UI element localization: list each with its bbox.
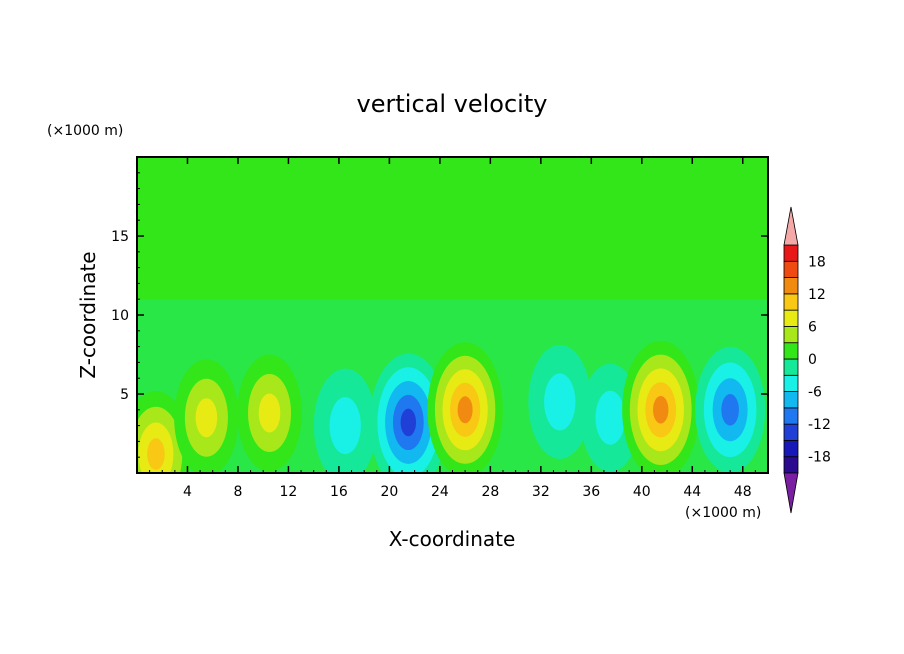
colorbar-box — [783, 277, 799, 295]
y-tick-label: 10 — [111, 308, 129, 324]
velocity-contour — [544, 373, 576, 431]
velocity-cell — [137, 391, 191, 473]
colorbar-tick-label: 6 — [808, 319, 817, 335]
x-tick-label: 36 — [582, 484, 600, 500]
velocity-contour — [329, 397, 361, 455]
colorbar-box — [783, 423, 799, 441]
colorbar-box — [783, 374, 799, 392]
velocity-contour — [457, 396, 473, 424]
colorbar-box — [783, 358, 799, 376]
colorbar-box — [783, 326, 799, 344]
velocity-field — [137, 157, 768, 473]
colorbar-tick-label: 18 — [808, 254, 826, 270]
colorbar-box — [783, 407, 799, 425]
colorbar-box — [783, 244, 799, 262]
colorbar-box — [783, 293, 799, 311]
x-tick-label: 20 — [380, 484, 398, 500]
y-axis-label: Z-coordinate — [76, 251, 100, 378]
y-tick-label: 5 — [120, 387, 129, 403]
velocity-contour — [595, 390, 626, 445]
y-axis-unit: (×1000 m) — [47, 123, 123, 139]
colorbar-box — [783, 456, 799, 474]
velocity-contour — [400, 408, 417, 437]
colorbar-box — [783, 391, 799, 409]
colorbar-tick-label: -18 — [808, 450, 831, 466]
velocity-cell — [695, 346, 766, 473]
velocity-contour — [147, 438, 165, 470]
x-tick-label: 8 — [233, 484, 242, 500]
x-tick-label: 44 — [683, 484, 701, 500]
velocity-cell — [369, 353, 447, 473]
x-tick-label: 24 — [431, 484, 449, 500]
colorbar-tick-label: 12 — [808, 287, 826, 303]
colorbar-box — [783, 309, 799, 327]
x-tick-label: 40 — [633, 484, 651, 500]
velocity-cell — [174, 359, 239, 473]
x-tick-label: 28 — [481, 484, 499, 500]
colorbar: 18 12 6 0 -6 -12 -18 — [783, 206, 831, 514]
velocity-cell — [622, 340, 700, 473]
x-tick-label: 16 — [330, 484, 348, 500]
colorbar-box — [783, 342, 799, 360]
y-tick-label: 15 — [111, 229, 129, 245]
x-axis-unit: (×1000 m) — [685, 505, 761, 521]
colorbar-box — [783, 440, 799, 458]
colorbar-tick-label: -6 — [808, 385, 822, 401]
colorbar-min-arrow — [783, 472, 799, 514]
colorbar-max-arrow — [783, 206, 799, 246]
velocity-contour — [258, 393, 281, 433]
x-tick-label: 12 — [280, 484, 298, 500]
colorbar-tick-label: 0 — [808, 352, 817, 368]
chart-title: vertical velocity — [357, 90, 548, 118]
velocity-cell — [313, 368, 377, 473]
velocity-cell — [528, 344, 592, 459]
velocity-contour — [653, 396, 669, 424]
x-tick-label: 48 — [734, 484, 752, 500]
colorbar-box — [783, 260, 799, 278]
velocity-contour — [195, 398, 218, 438]
velocity-cell — [427, 342, 503, 473]
colorbar-tick-label: -12 — [808, 417, 831, 433]
x-tick-label: 32 — [532, 484, 550, 500]
velocity-cell — [237, 354, 302, 472]
x-axis-label: X-coordinate — [389, 527, 516, 551]
x-tick-label: 4 — [183, 484, 192, 500]
velocity-contour — [721, 394, 739, 426]
